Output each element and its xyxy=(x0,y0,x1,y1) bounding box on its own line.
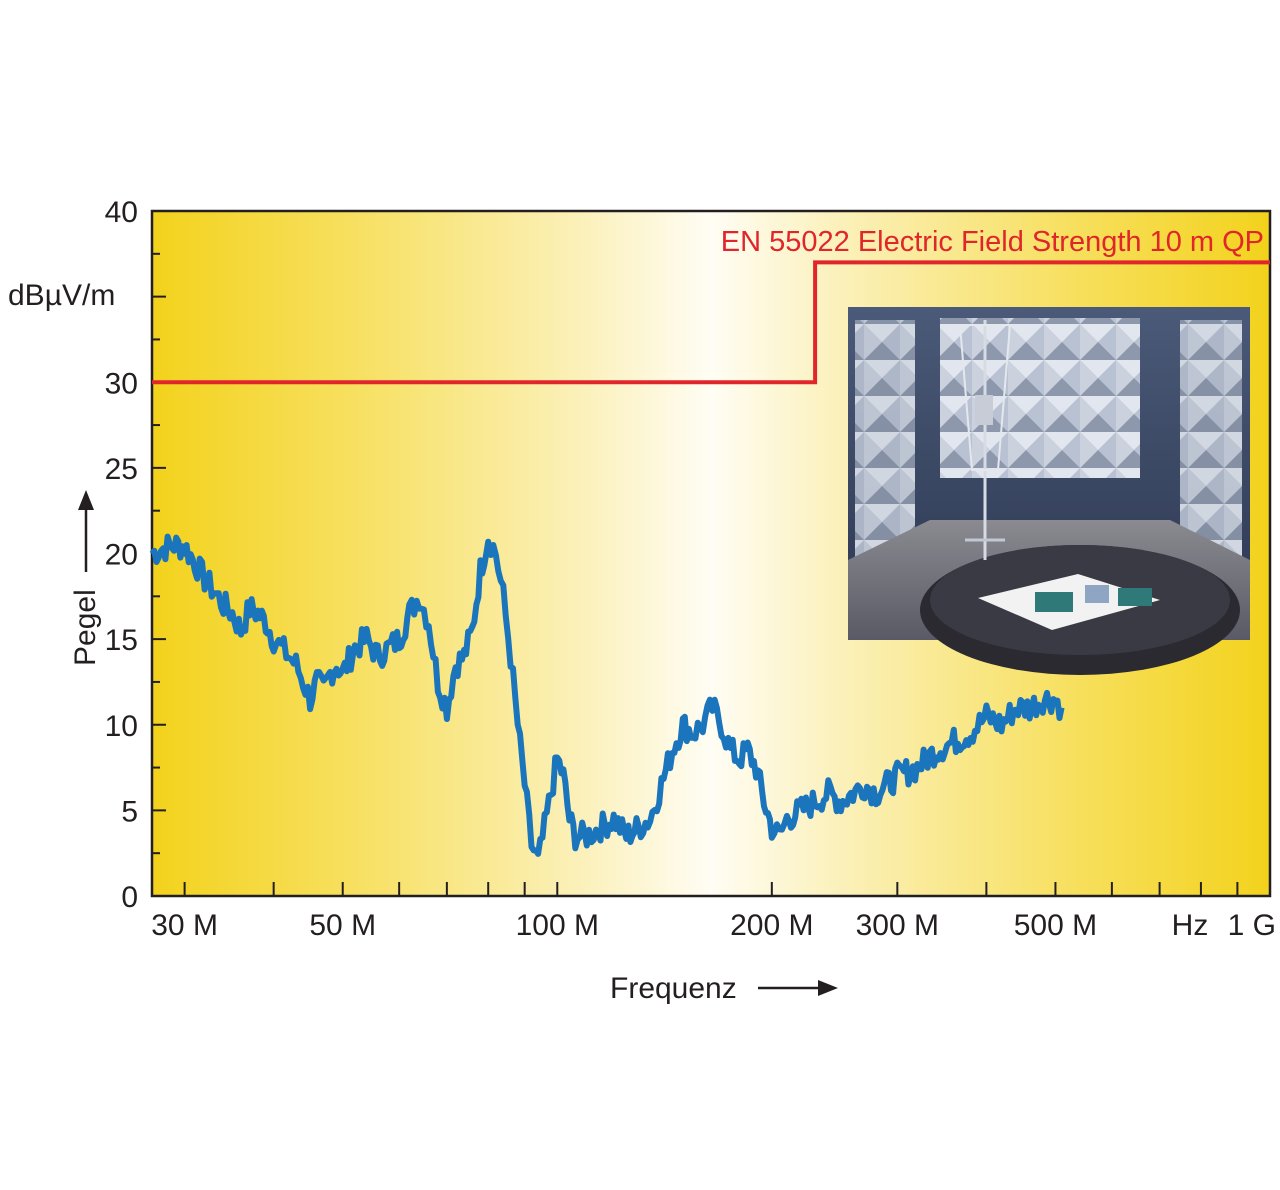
series-lines xyxy=(149,533,1065,857)
limit-line xyxy=(152,260,1270,385)
y-tick-label: 40 xyxy=(105,196,138,229)
series-line xyxy=(149,533,1065,857)
x-tick-label: 200 M xyxy=(730,909,813,942)
y-tick-label: 0 xyxy=(121,881,138,914)
x-tick-label: 300 M xyxy=(856,909,939,942)
anechoic-chamber-photo xyxy=(848,307,1250,675)
x-unit-label: Hz xyxy=(1172,909,1209,942)
x-axis-arrow-head xyxy=(818,980,838,996)
x-axis-title-group: Frequenz xyxy=(610,972,838,1005)
x-tick-label: 1 G xyxy=(1228,909,1276,942)
x-axis-ticks: 30 M 50 M 100 M 200 M 300 M 500 M 1 G xyxy=(151,882,1276,942)
y-tick-label: 15 xyxy=(105,624,138,657)
y-axis-arrow-head xyxy=(78,490,94,510)
limit-line-label: EN 55022 Electric Field Strength 10 m QP xyxy=(721,226,1264,258)
y-tick-label: 25 xyxy=(105,453,138,486)
limit-line-path xyxy=(152,260,1270,385)
x-tick-label: 100 M xyxy=(516,909,599,942)
x-tick-label: 50 M xyxy=(309,909,376,942)
y-axis-title-group: Pegel xyxy=(69,490,102,666)
y-unit-label: dBµV/m xyxy=(8,279,115,312)
y-axis-title: Pegel xyxy=(69,589,102,666)
x-tick-label: 500 M xyxy=(1014,909,1097,942)
y-tick-label: 20 xyxy=(105,539,138,572)
x-axis-title: Frequenz xyxy=(610,972,737,1005)
y-tick-label: 30 xyxy=(105,367,138,400)
y-tick-label: 10 xyxy=(105,710,138,743)
y-tick-label: 5 xyxy=(121,795,138,828)
x-tick-label: 30 M xyxy=(151,909,218,942)
